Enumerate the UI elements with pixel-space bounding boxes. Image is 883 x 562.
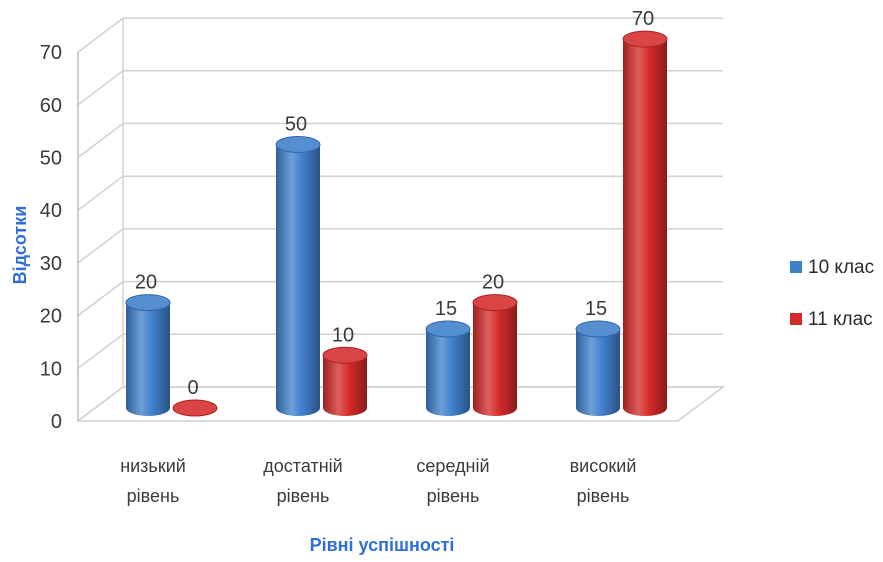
data-label: 10 [332,324,354,346]
bar-0-1 [275,136,321,416]
x-tick-label: рівень [277,486,330,506]
bar-body [623,39,667,416]
y-tick-label: 0 [51,411,62,433]
bar-1-1 [322,346,368,416]
bar-body [426,328,470,416]
x-tick-label: рівень [127,486,180,506]
data-label: 50 [285,114,307,136]
bar-1-3 [622,30,668,416]
bar-0-0 [125,294,171,416]
data-label: 20 [482,272,504,294]
bar-body [576,328,620,416]
y-tick-label: 50 [40,148,62,170]
bar-1-2 [472,294,518,416]
data-label: 70 [632,8,654,30]
bar-top [622,30,668,48]
data-label: 0 [187,377,198,399]
bar-1-0 [172,399,218,417]
y-tick-label: 30 [40,253,62,275]
legend-swatch [790,313,802,325]
data-label: 20 [135,272,157,294]
y-tick-label: 60 [40,95,62,117]
legend-label: 11 клас [808,309,873,330]
bar-body [473,302,517,416]
bar-top [322,346,368,364]
bar-body [276,144,320,416]
bar-0-2 [425,320,471,416]
x-tick-label: високий [570,456,637,476]
x-tick-label: рівень [427,486,480,506]
y-tick-label: 70 [40,42,62,64]
bar-body [323,355,367,416]
x-tick-label: середній [416,456,489,476]
bar-top [472,294,518,312]
legend-label: 10 клас [808,257,874,278]
y-tick-label: 40 [40,200,62,222]
x-tick-label: низький [120,456,186,476]
bar-top [425,320,471,338]
x-tick-label: рівень [577,486,630,506]
x-axis-title: Рівні успішності [310,535,455,555]
legend-swatch [790,261,802,273]
data-label: 15 [435,298,457,320]
y-tick-label: 10 [40,358,62,380]
x-tick-label: достатній [263,456,342,476]
bar-body [126,302,170,416]
bar-top [275,136,321,153]
bar-0-3 [575,320,621,416]
data-label: 15 [585,298,607,320]
y-axis-title: Відсотки [10,206,30,285]
bar-top [575,320,621,338]
bar-top [172,399,218,417]
bar-top [125,294,171,312]
y-tick-label: 20 [40,306,62,328]
